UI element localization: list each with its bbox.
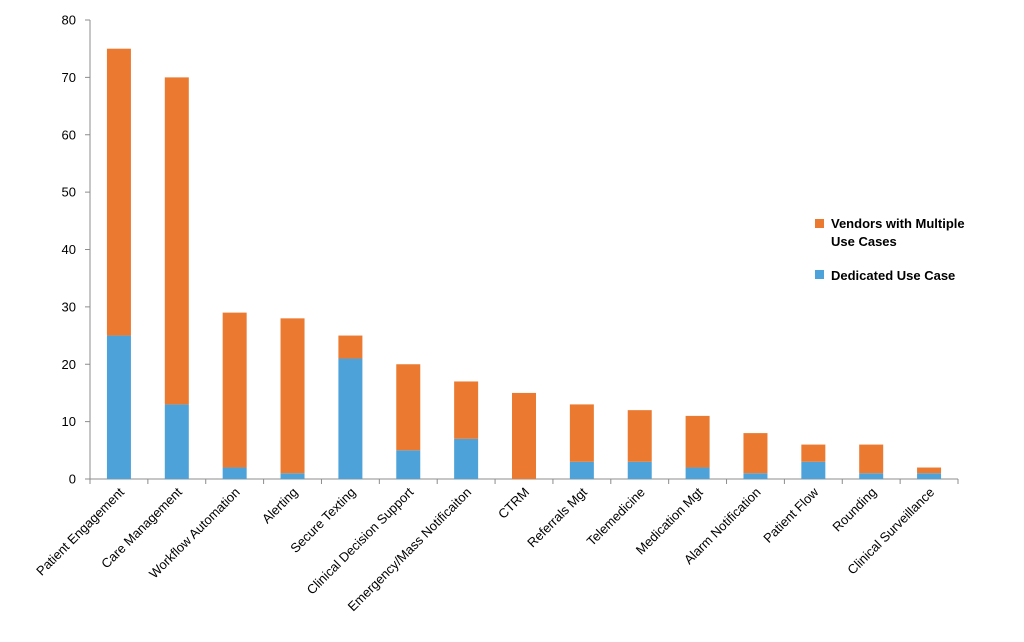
- bar-segment-dedicated: [396, 450, 421, 479]
- y-tick-label: 50: [62, 185, 76, 200]
- x-tick-label: Alerting: [259, 485, 301, 527]
- bar-segment-dedicated: [338, 358, 363, 479]
- x-tick-label: Clinical Decision Support: [304, 484, 417, 597]
- bar-segment-dedicated: [801, 461, 826, 479]
- bar-segment-multiple: [338, 335, 363, 359]
- bar-segment-dedicated: [685, 467, 710, 479]
- bar-segment-dedicated: [106, 335, 131, 479]
- y-tick-label: 80: [62, 13, 76, 28]
- x-tick-label: Emergency/Mass Notificaiton: [345, 485, 475, 615]
- bar-segment-dedicated: [569, 461, 594, 479]
- y-tick-label: 0: [69, 472, 76, 487]
- y-tick-label: 20: [62, 357, 76, 372]
- bar-segment-multiple: [164, 77, 189, 405]
- bar-segment-dedicated: [743, 473, 768, 479]
- bar-segment-dedicated: [627, 461, 652, 479]
- x-tick-label: Referrals Mgt: [524, 484, 590, 550]
- y-tick-label: 10: [62, 414, 76, 429]
- bar-segment-multiple: [396, 364, 421, 451]
- bar-segment-multiple: [280, 318, 305, 474]
- bar-segment-dedicated: [917, 473, 942, 479]
- bar-segment-dedicated: [454, 438, 479, 479]
- x-tick-label: Telemedicine: [584, 485, 648, 549]
- bar-segment-multiple: [569, 404, 594, 462]
- bar-segment-dedicated: [859, 473, 884, 479]
- x-tick-label: Patient Flow: [760, 484, 822, 546]
- bar-segment-multiple: [917, 467, 942, 474]
- bar-segment-dedicated: [222, 467, 247, 479]
- legend-label: Vendors with Multiple: [831, 216, 965, 231]
- bar-segment-multiple: [454, 381, 479, 439]
- legend-label: Dedicated Use Case: [831, 268, 955, 283]
- bar-segment-multiple: [743, 433, 768, 474]
- y-tick-label: 30: [62, 299, 76, 314]
- y-tick-label: 60: [62, 127, 76, 142]
- y-tick-labels: 0 10 20 30 40 50 60 70 80: [62, 13, 76, 487]
- bar-segment-multiple: [627, 410, 652, 462]
- x-tick-label: CTRM: [495, 485, 532, 522]
- bar-segment-multiple: [859, 444, 884, 474]
- bar-segment-multiple: [222, 312, 247, 468]
- bar-segment-multiple: [685, 415, 710, 468]
- x-tick-label: Rounding: [829, 485, 879, 535]
- bar-segment-dedicated: [280, 473, 305, 479]
- bar-segment-dedicated: [164, 404, 189, 479]
- bar-segment-multiple: [801, 444, 826, 462]
- bars: [106, 48, 942, 479]
- legend-label: Use Cases: [831, 234, 897, 249]
- y-tick-label: 40: [62, 242, 76, 257]
- legend-swatch: [815, 219, 824, 228]
- bar-segment-multiple: [106, 48, 131, 336]
- legend-swatch: [815, 270, 824, 279]
- y-tick-label: 70: [62, 70, 76, 85]
- bar-segment-multiple: [512, 392, 536, 479]
- legend: Vendors with Multiple Use Cases Dedicated …: [815, 216, 965, 283]
